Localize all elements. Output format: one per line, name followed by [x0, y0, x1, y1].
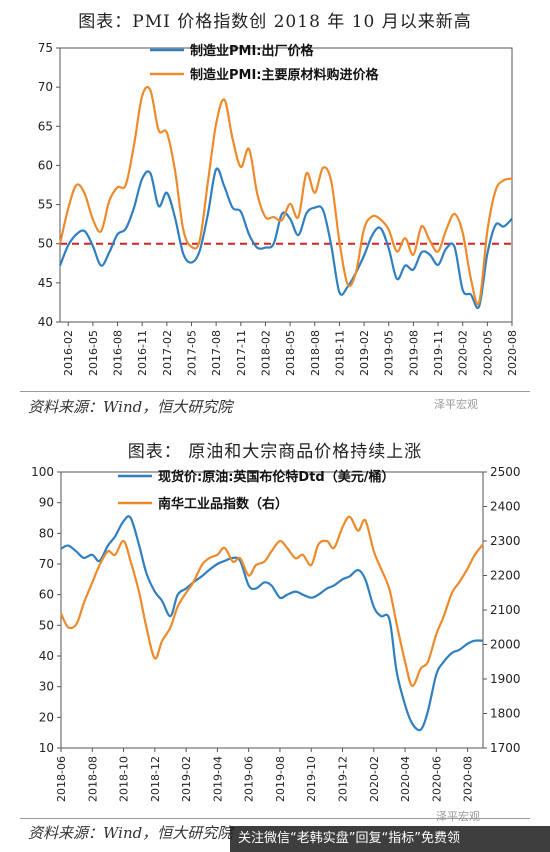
divider: [20, 391, 530, 392]
chart2-watermark: 泽平宏观: [436, 810, 480, 823]
legend-label-1: 南华工业品指数（右）: [158, 496, 288, 512]
y2-tick-label-0: 1700: [490, 741, 521, 755]
x-tick-label-2: 2016-08: [112, 330, 125, 376]
x-tick-label-10: 2020-02: [368, 756, 381, 802]
y-tick-label-9: 100: [31, 465, 54, 479]
x-tick-label-16: 2020-02: [457, 330, 470, 376]
x-tick-label-11: 2018-11: [333, 330, 346, 376]
y-tick-label-2: 30: [39, 680, 54, 694]
x-tick-label-9: 2018-05: [284, 330, 297, 376]
x-tick-label-18: 2020-08: [506, 330, 519, 376]
y-tick-label-0: 40: [38, 315, 53, 329]
chart1-title: 图表：PMI 价格指数创 2018 年 10 月以来新高: [78, 12, 472, 32]
x-tick-label-14: 2019-08: [407, 330, 420, 376]
x-tick-label-5: 2019-04: [211, 756, 224, 802]
x-tick-label-4: 2017-02: [161, 330, 174, 376]
x-tick-label-4: 2019-02: [180, 756, 193, 802]
chart1-pmi-price-index: 40 45 50 55 60 65 70 75 2016-02 2016-05 2016-08 201…: [38, 41, 519, 376]
x-tick-label-8: 2019-10: [305, 756, 318, 802]
x-tick-label-10: 2018-08: [309, 330, 322, 376]
y2-tick-label-8: 2500: [490, 465, 521, 479]
y-tick-label-1: 45: [38, 276, 53, 290]
x-tick-label-15: 2019-11: [432, 330, 445, 376]
x-tick-label-12: 2019-02: [358, 330, 371, 376]
y-tick-label-3: 55: [38, 198, 53, 212]
chart2-oil-commodity-index: 10 20 30 40 50 60 70 80 90 100 1700 1800 1900 2000 210…: [31, 465, 521, 802]
x-tick-label-13: 2019-05: [383, 330, 396, 376]
x-tick-label-13: 2020-08: [462, 756, 475, 802]
series-line-1: [60, 515, 484, 688]
chart1-watermark: 泽平宏观: [434, 398, 478, 411]
y-tick-label-1: 20: [39, 710, 54, 724]
y2-tick-label-7: 2400: [490, 500, 521, 514]
plot-frame: [59, 47, 513, 323]
y-tick-label-7: 75: [38, 41, 53, 55]
divider: [20, 818, 530, 819]
x-tick-label-3: 2016-11: [136, 330, 149, 376]
x-tick-label-1: 2018-08: [86, 756, 99, 802]
x-tick-label-1: 2016-05: [87, 330, 100, 376]
chart2-source: 资料来源：Wind，恒大研究院: [28, 824, 233, 842]
y-tick-label-3: 40: [39, 649, 54, 663]
x-tick-label-7: 2019-08: [274, 756, 287, 802]
promo-banner[interactable]: 关注微信“老韩实盘”回复“指标”免费领: [230, 826, 550, 852]
y2-tick-label-1: 1800: [490, 707, 521, 721]
y-tick-label-2: 50: [38, 237, 53, 251]
series-line-1: [58, 85, 513, 306]
y-tick-label-6: 70: [38, 80, 53, 94]
y-tick-label-0: 10: [39, 741, 54, 755]
x-tick-label-9: 2019-12: [337, 756, 350, 802]
y2-tick-label-6: 2300: [490, 534, 521, 548]
y2-tick-label-2: 1900: [490, 672, 521, 686]
x-tick-label-3: 2018-12: [149, 756, 162, 802]
x-tick-label-8: 2018-02: [259, 330, 272, 376]
y-tick-label-6: 70: [39, 557, 54, 571]
y-tick-label-5: 65: [38, 119, 53, 133]
series-line-0: [60, 515, 484, 732]
y-tick-label-7: 80: [39, 526, 54, 540]
plot-frame: [60, 471, 484, 749]
chart2-title: 图表： 原油和大宗商品价格持续上涨: [127, 442, 423, 462]
y-tick-label-4: 60: [38, 158, 53, 172]
legend-label-0: 现货价:原油:英国布伦特Dtd（美元/桶）: [158, 469, 394, 485]
legend-label-0: 制造业PMI:出厂价格: [190, 43, 315, 59]
x-tick-label-0: 2016-02: [62, 330, 75, 376]
x-tick-label-5: 2017-05: [185, 330, 198, 376]
x-tick-label-6: 2017-08: [210, 330, 223, 376]
y2-tick-label-3: 2000: [490, 638, 521, 652]
x-tick-label-6: 2019-06: [243, 756, 256, 802]
x-tick-label-0: 2018-06: [55, 756, 68, 802]
y-tick-label-5: 60: [39, 588, 54, 602]
x-tick-label-11: 2020-04: [399, 756, 412, 802]
legend-label-1: 制造业PMI:主要原材料购进价格: [190, 67, 380, 83]
chart1-source: 资料来源：Wind，恒大研究院: [28, 398, 233, 416]
x-tick-label-17: 2020-05: [481, 330, 494, 376]
y-tick-label-4: 50: [39, 618, 54, 632]
x-tick-label-7: 2017-11: [235, 330, 248, 376]
y2-tick-label-4: 2100: [490, 603, 521, 617]
y-tick-label-8: 90: [39, 496, 54, 510]
x-tick-label-12: 2020-06: [430, 756, 443, 802]
y2-tick-label-5: 2200: [490, 569, 521, 583]
x-tick-label-2: 2018-10: [118, 756, 131, 802]
